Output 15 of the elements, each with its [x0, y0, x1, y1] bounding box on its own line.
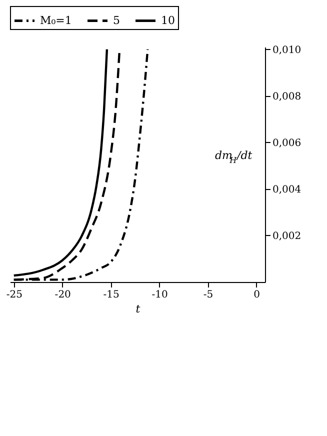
legend-label: 10 [161, 14, 175, 27]
y-tick-label: 0,002 [272, 230, 302, 242]
legend-label: M₀=1 [40, 14, 72, 27]
x-tick-label: -10 [152, 290, 168, 300]
y-tick-label: 0,004 [272, 184, 302, 196]
y-tick-label: 0,006 [272, 138, 302, 149]
y-tick-label: 0,010 [272, 44, 302, 56]
x-tick-label: -15 [103, 290, 120, 300]
x-tick-label: -25 [6, 290, 22, 300]
legend-label: 5 [113, 14, 120, 27]
x-axis-title: t [136, 302, 141, 316]
y-tick-label: 0,008 [272, 91, 302, 102]
x-tick-label: 0 [254, 290, 260, 300]
x-tick-label: -5 [203, 290, 214, 300]
x-tick-label: -20 [54, 290, 71, 300]
